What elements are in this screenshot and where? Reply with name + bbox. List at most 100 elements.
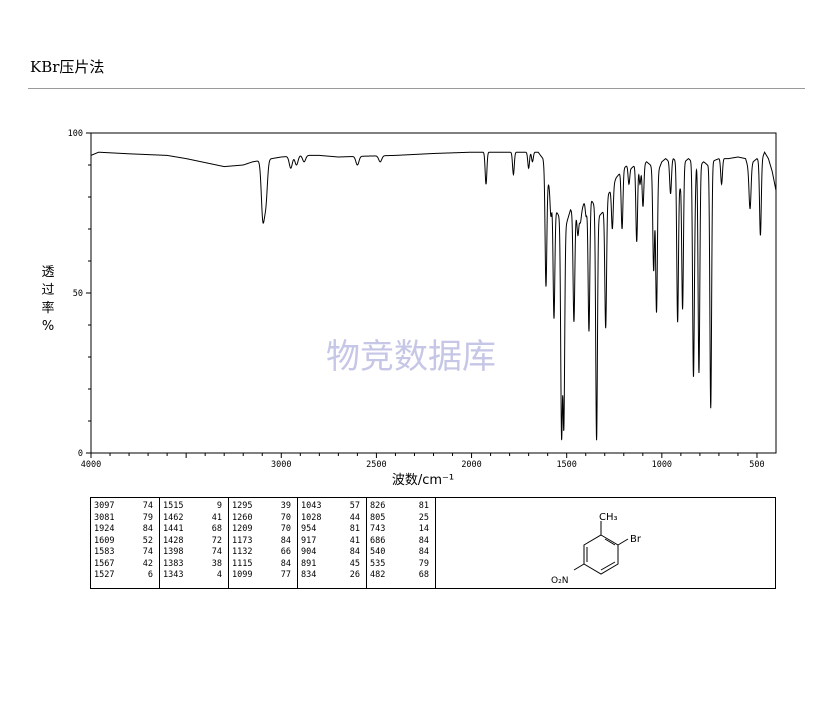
- peak-wavenumber: 1515: [163, 501, 184, 511]
- peak-transmittance: 66: [280, 547, 291, 557]
- peak-transmittance: 68: [418, 570, 429, 580]
- peak-table-row: 1043 57: [298, 501, 366, 513]
- peak-transmittance: 52: [142, 535, 153, 546]
- x-axis-label: 波数/cm⁻¹: [392, 473, 454, 488]
- peak-wavenumber: 535: [370, 558, 386, 569]
- br-label: Br: [630, 534, 642, 545]
- peak-table-row: 1383 38: [160, 559, 228, 571]
- peak-table-row: 1462 41: [160, 513, 228, 525]
- peak-wavenumber: 1924: [94, 524, 115, 534]
- peak-wavenumber: 1132: [232, 547, 253, 557]
- peak-wavenumber: 1099: [232, 570, 253, 580]
- peak-transmittance: 9: [216, 501, 222, 511]
- peak-wavenumber: 3097: [94, 501, 115, 511]
- peak-table-row: 540 84: [367, 547, 435, 559]
- peak-wavenumber: 954: [301, 524, 317, 534]
- no2-label: O₂N: [551, 576, 568, 586]
- x-tick-label: 2500: [366, 460, 386, 470]
- peak-wavenumber: 1343: [163, 570, 184, 580]
- peak-wavenumber: 1527: [94, 570, 115, 580]
- peak-table-row: 1583 74: [91, 547, 159, 559]
- peak-transmittance: 68: [211, 524, 222, 534]
- peak-transmittance: 26: [349, 570, 360, 580]
- peak-table-row: 1343 4: [160, 570, 228, 582]
- peak-table-row: 3081 79: [91, 513, 159, 525]
- peak-transmittance: 79: [418, 558, 429, 569]
- peak-table-row: 1515 9: [160, 501, 228, 513]
- peak-transmittance: 41: [211, 512, 222, 523]
- peak-table-row: 1260 70: [229, 513, 297, 525]
- peak-wavenumber: 917: [301, 535, 317, 546]
- peak-transmittance: 4: [216, 570, 222, 580]
- peak-table-row: 1132 66: [229, 547, 297, 559]
- peak-table-row: 1173 84: [229, 536, 297, 548]
- y-tick-label: 100: [68, 129, 83, 139]
- peak-table-row: 891 45: [298, 559, 366, 571]
- peak-table-row: 535 79: [367, 559, 435, 571]
- peak-transmittance: 72: [211, 535, 222, 546]
- peak-transmittance: 6: [147, 570, 153, 580]
- peak-wavenumber: 1260: [232, 512, 253, 523]
- peak-table-column: 1295 39 1260 70 1209 70 1173 84 1132 66 1115 84 1099…: [229, 498, 298, 588]
- peak-table-columns: 3097 74 3081 79 1924 84 1609 52 1583 74 1567 42 1527…: [91, 498, 436, 588]
- peak-transmittance: 42: [142, 558, 153, 569]
- peak-wavenumber: 1428: [163, 535, 184, 546]
- peak-table-row: 1527 6: [91, 570, 159, 582]
- peak-wavenumber: 1567: [94, 558, 115, 569]
- ir-spectrum-chart: 物竞数据库 4000 3000 2500 2000 1500 1000 500 0 50 100…: [41, 129, 777, 488]
- peak-transmittance: 84: [280, 535, 291, 546]
- peak-table-column: 1515 9 1462 41 1441 68 1428 72 1398 74 1383 38 1343 4: [160, 498, 229, 588]
- peak-transmittance: 84: [418, 547, 429, 557]
- peak-transmittance: 70: [280, 524, 291, 534]
- peak-wavenumber: 1398: [163, 547, 184, 557]
- peak-wavenumber: 1115: [232, 558, 253, 569]
- peak-transmittance: 38: [211, 558, 222, 569]
- peak-table-row: 805 25: [367, 513, 435, 525]
- axis-ticks: [86, 132, 758, 458]
- peak-transmittance: 74: [142, 501, 153, 511]
- peak-transmittance: 84: [418, 535, 429, 546]
- peak-table-row: 954 81: [298, 524, 366, 536]
- x-tick-labels: 4000 3000 2500 2000 1500 1000 500: [81, 460, 765, 470]
- peak-transmittance: 84: [280, 558, 291, 569]
- y-axis-label: 透过率%: [41, 265, 54, 334]
- peak-wavenumber: 826: [370, 501, 386, 511]
- x-tick-label: 1500: [556, 460, 576, 470]
- peak-transmittance: 74: [211, 547, 222, 557]
- peak-table-column: 826 81 805 25 743 14 686 84 540 84 535 79 482 68: [367, 498, 436, 588]
- peak-table: 3097 74 3081 79 1924 84 1609 52 1583 74 1567 42 1527…: [90, 497, 776, 589]
- peak-table-row: 826 81: [367, 501, 435, 513]
- peak-wavenumber: 904: [301, 547, 317, 557]
- peak-table-row: 1115 84: [229, 559, 297, 571]
- peak-transmittance: 70: [280, 512, 291, 523]
- plot-frame: [90, 132, 777, 454]
- peak-table-row: 1441 68: [160, 524, 228, 536]
- peak-table-row: 1924 84: [91, 524, 159, 536]
- peak-table-row: 1295 39: [229, 501, 297, 513]
- peak-wavenumber: 1209: [232, 524, 253, 534]
- peak-wavenumber: 540: [370, 547, 386, 557]
- peak-wavenumber: 1028: [301, 512, 322, 523]
- watermark: 物竞数据库: [326, 337, 496, 377]
- peak-table-row: 482 68: [367, 570, 435, 582]
- peak-wavenumber: 686: [370, 535, 386, 546]
- peak-table-row: 834 26: [298, 570, 366, 582]
- peak-table-row: 3097 74: [91, 501, 159, 513]
- peak-wavenumber: 1441: [163, 524, 184, 534]
- ch3-label: CH₃: [599, 512, 618, 523]
- peak-table-column: 1043 57 1028 44 954 81 917 41 904 84 891 45 834 26: [298, 498, 367, 588]
- peak-wavenumber: 1583: [94, 547, 115, 557]
- peak-wavenumber: 1173: [232, 535, 253, 546]
- peak-table-row: 917 41: [298, 536, 366, 548]
- peak-wavenumber: 3081: [94, 512, 115, 523]
- spectrum-line: [90, 151, 777, 441]
- y-tick-labels: 0 50 100: [68, 129, 83, 459]
- peak-wavenumber: 1609: [94, 535, 115, 546]
- peak-transmittance: 77: [280, 570, 291, 580]
- x-tick-label: 4000: [81, 460, 101, 470]
- x-tick-label: 2000: [461, 460, 481, 470]
- peak-wavenumber: 1462: [163, 512, 184, 523]
- peak-table-row: 1609 52: [91, 536, 159, 548]
- peak-wavenumber: 805: [370, 512, 386, 523]
- peak-table-row: 1428 72: [160, 536, 228, 548]
